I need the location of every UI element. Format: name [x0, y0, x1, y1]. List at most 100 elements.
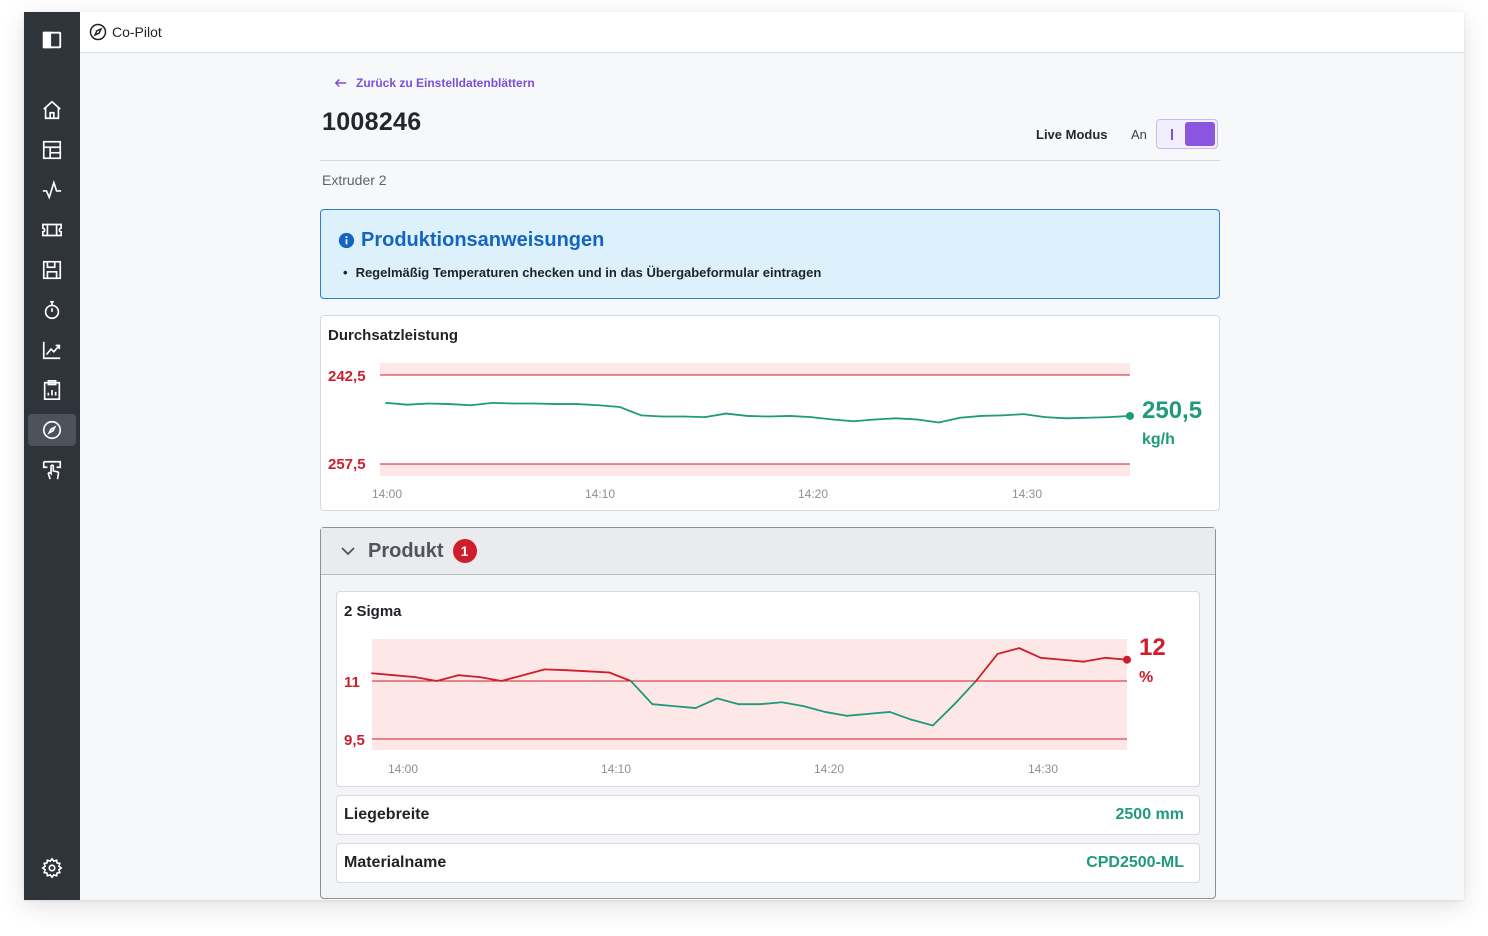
series-line-segment	[931, 703, 956, 727]
series-line-segment	[1018, 647, 1042, 659]
info-item: Regelmäßig Temperaturen checken und in d…	[343, 265, 822, 280]
x-tick-label: 14:30	[1028, 762, 1058, 776]
series-line-segment	[682, 415, 706, 419]
series-line-segment	[491, 401, 515, 405]
last-point-marker	[1126, 411, 1134, 420]
series-line-segment	[996, 647, 1021, 655]
series-line-segment	[576, 403, 600, 407]
series-line-segment	[629, 680, 654, 706]
series-line-segment	[608, 671, 632, 682]
gear-icon[interactable]	[28, 852, 76, 884]
property-row: Liegebreite 2500 mm	[336, 795, 1200, 835]
series-line-segment	[874, 417, 898, 421]
series-line-segment	[780, 701, 805, 708]
series-line-segment	[385, 401, 409, 406]
app-title: Co-Pilot	[112, 24, 162, 40]
sidebar-toggle-icon[interactable]	[28, 24, 76, 56]
x-tick-label: 14:00	[372, 487, 402, 501]
series-line-segment	[470, 401, 494, 407]
y-tick-label: 9,5	[344, 732, 365, 749]
chart-line-icon[interactable]	[28, 334, 76, 366]
series-line-segment	[1082, 656, 1107, 663]
production-instructions-box: Produktionsanweisungen Regelmäßig Temper…	[320, 209, 1220, 299]
dashboard-icon[interactable]	[28, 134, 76, 166]
series-line-segment	[500, 674, 524, 682]
series-line-segment	[937, 416, 961, 424]
page-subtitle: Extruder 2	[322, 172, 387, 188]
series-line-segment	[392, 674, 417, 679]
y-tick-label: 257,5	[328, 456, 366, 473]
lower-alarm-band	[380, 464, 1130, 476]
x-tick-label: 14:30	[1012, 487, 1042, 501]
throughput-title: Durchsatzleistung	[328, 327, 459, 344]
product-accordion: Produkt 1 2 Sigma 11 9,5 14:00 14:10 14:…	[320, 527, 1216, 899]
chevron-down-icon	[341, 547, 355, 556]
property-label: Materialname	[344, 854, 447, 871]
series-line-segment	[888, 711, 913, 721]
series-line-segment	[640, 414, 664, 418]
series-line-segment	[1039, 656, 1064, 661]
x-tick-label: 14:00	[388, 762, 418, 776]
throughput-chart: 242,5 257,5 14:00 14:10 14:20 14:30 250,…	[328, 363, 1202, 501]
series-line-segment	[916, 418, 940, 424]
y-tick-label: 242,5	[328, 368, 366, 385]
back-link[interactable]: Zurück zu Einstelldatenblättern	[334, 76, 535, 90]
sigma-card: 2 Sigma 11 9,5 14:00 14:10 14:20 14:30 1…	[336, 591, 1200, 787]
series-line-segment	[980, 414, 1004, 417]
toggle-on-indicator	[1171, 129, 1173, 140]
series-line-segment	[910, 718, 934, 727]
home-icon[interactable]	[28, 94, 76, 126]
series-line-segment	[1061, 658, 1085, 663]
arrow-left-icon	[334, 79, 347, 87]
activity-icon[interactable]	[28, 174, 76, 206]
series-line-segment	[435, 674, 460, 682]
property-label: Liegebreite	[344, 806, 430, 823]
toggle-knob	[1185, 122, 1215, 146]
series-line-segment	[716, 697, 740, 706]
sidebar	[24, 12, 80, 900]
current-value: 250,5	[1142, 397, 1202, 424]
series-line-segment	[831, 418, 855, 423]
series-line-segment	[1044, 416, 1068, 420]
series-line-segment	[802, 705, 826, 713]
throughput-card: Durchsatzleistung 242,5 257,5 14:00 14:1…	[320, 315, 1220, 511]
clipboard-icon[interactable]	[28, 374, 76, 406]
series-line-segment	[959, 415, 983, 419]
series-line-segment	[651, 703, 675, 708]
current-value: 12	[1139, 634, 1166, 661]
info-title: Produktionsanweisungen	[361, 229, 605, 251]
touch-icon[interactable]	[28, 454, 76, 486]
series-line-segment	[478, 676, 503, 682]
header-divider	[320, 160, 1220, 161]
property-row: Materialname CPD2500-ML	[336, 843, 1200, 883]
series-line-segment	[406, 402, 430, 406]
series-line-segment	[543, 668, 568, 672]
series-line-segment	[810, 416, 834, 421]
series-line-segment	[703, 412, 728, 419]
series-line-segment	[448, 403, 472, 407]
series-line-segment	[414, 676, 438, 682]
app-window: Co-Pilot Zurück zu Einstelldatenblättern…	[24, 12, 1464, 900]
ticket-icon[interactable]	[28, 214, 76, 246]
property-value: 2500 mm	[1115, 806, 1185, 823]
series-line-segment	[565, 669, 589, 673]
save-icon[interactable]	[28, 254, 76, 286]
compass-icon[interactable]	[28, 414, 76, 446]
series-line-segment	[767, 415, 791, 418]
product-title: Produkt	[368, 539, 444, 562]
timer-icon[interactable]	[28, 294, 76, 326]
info-icon	[338, 232, 355, 249]
series-line-segment	[1065, 416, 1089, 420]
series-line-segment	[953, 680, 977, 706]
x-tick-label: 14:10	[585, 487, 615, 501]
series-line-segment	[845, 712, 870, 717]
product-accordion-header[interactable]: Produkt 1	[321, 528, 1215, 575]
live-mode-toggle[interactable]	[1156, 119, 1218, 149]
page-title: 1008246	[322, 108, 422, 136]
series-line-segment	[824, 711, 848, 717]
current-unit: %	[1139, 669, 1153, 686]
alarm-count-badge: 1	[452, 539, 477, 563]
series-line-segment	[788, 415, 813, 419]
series-line-segment	[867, 711, 891, 715]
series-line-segment	[586, 670, 611, 674]
